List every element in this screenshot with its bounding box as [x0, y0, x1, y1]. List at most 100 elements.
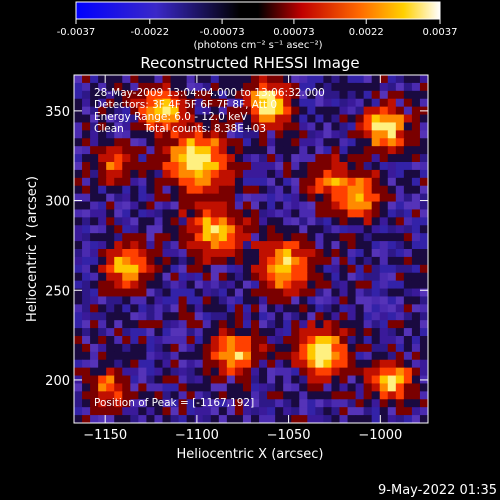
heatmap-cell [130, 343, 139, 353]
heatmap-cell [251, 288, 260, 298]
heatmap-cell [210, 264, 220, 274]
heatmap-cell [395, 193, 405, 203]
heatmap-cell [186, 130, 196, 139]
heatmap-cell [226, 114, 236, 124]
heatmap-cell [419, 351, 428, 361]
heatmap-cell [419, 304, 428, 313]
heatmap-cell [130, 375, 139, 385]
heatmap-cell [122, 162, 131, 171]
heatmap-cell [74, 98, 83, 108]
heatmap-cell [355, 185, 365, 195]
heatmap-cell [162, 415, 172, 423]
heatmap-cell [339, 312, 349, 321]
heatmap-cell [226, 193, 236, 203]
heatmap-cell [259, 343, 268, 353]
heatmap-cell [403, 201, 413, 211]
heatmap-cell [242, 98, 252, 108]
heatmap-cell [339, 288, 349, 298]
heatmap-cell [82, 367, 91, 377]
heatmap-cell [411, 383, 421, 392]
heatmap-cell [387, 296, 397, 305]
heatmap-cell [242, 296, 252, 305]
heatmap-cell [186, 241, 196, 250]
heatmap-cell [130, 336, 139, 345]
heatmap-cell [275, 106, 284, 116]
heatmap-cell [387, 177, 397, 187]
heatmap-cell [218, 154, 228, 163]
heatmap-cell [251, 328, 260, 337]
heatmap-cell [162, 130, 172, 139]
heatmap-cell [339, 241, 349, 250]
heatmap-cell [90, 264, 99, 274]
heatmap-cell [275, 415, 284, 423]
heatmap-cell [194, 138, 204, 147]
heatmap-cell [259, 264, 268, 274]
heatmap-cell [291, 391, 300, 400]
heatmap-cell [122, 343, 131, 353]
heatmap-cell [267, 130, 276, 139]
heatmap-cell [307, 296, 316, 305]
heatmap-cell [210, 256, 220, 266]
heatmap-cell [162, 343, 172, 353]
heatmap-cell [379, 328, 389, 337]
heatmap-cell [403, 264, 413, 274]
heatmap-cell [411, 209, 421, 218]
heatmap-cell [339, 351, 349, 361]
heatmap-cell [226, 233, 236, 242]
heatmap-cell [106, 383, 115, 392]
heatmap-cell [339, 209, 349, 218]
heatmap-cell [387, 280, 397, 290]
heatmap-cell [186, 185, 196, 195]
heatmap-cell [170, 320, 180, 329]
heatmap-cell [122, 328, 131, 337]
heatmap-cell [202, 217, 212, 226]
heatmap-cell [98, 98, 107, 108]
heatmap-cell [170, 296, 180, 305]
heatmap-cell [371, 359, 381, 369]
heatmap-cell [259, 336, 268, 345]
heatmap-cell [419, 280, 428, 290]
heatmap-cell [267, 177, 276, 187]
heatmap-cell [331, 106, 341, 116]
heatmap-cell [202, 328, 212, 337]
heatmap-cell [186, 320, 196, 329]
heatmap-cell [371, 138, 381, 147]
heatmap-cell [283, 272, 292, 282]
heatmap-cell [291, 138, 300, 147]
heatmap-cell [395, 312, 405, 321]
heatmap-cell [299, 90, 308, 100]
heatmap-cell [194, 169, 204, 179]
heatmap-cell [419, 201, 428, 211]
heatmap-cell [194, 98, 204, 108]
heatmap-cell [331, 75, 341, 84]
heatmap-cell [379, 359, 389, 369]
heatmap-cell [170, 399, 180, 408]
heatmap-cell [363, 146, 373, 155]
heatmap-cell [242, 106, 252, 116]
heatmap-cell [395, 343, 405, 353]
heatmap-cell [114, 217, 123, 226]
heatmap-cell [234, 162, 244, 171]
heatmap-cell [275, 169, 284, 179]
heatmap-cell [234, 336, 244, 345]
heatmap-cell [251, 177, 260, 187]
heatmap-cell [347, 154, 357, 163]
heatmap-cell [419, 343, 428, 353]
heatmap-cell [411, 280, 421, 290]
heatmap-cell [411, 106, 421, 116]
heatmap-cell [154, 367, 164, 377]
heatmap-cell [419, 209, 428, 218]
heatmap-cell [242, 241, 252, 250]
heatmap-cell [379, 106, 389, 116]
heatmap-cell [339, 256, 349, 266]
heatmap-cell [202, 249, 212, 258]
heatmap-cell [130, 82, 139, 92]
heatmap-cell [363, 288, 373, 298]
heatmap-cell [419, 415, 428, 423]
heatmap-cell [299, 272, 308, 282]
heatmap-cell [114, 351, 123, 361]
heatmap-cell [339, 359, 349, 369]
heatmap-cell [339, 185, 349, 195]
heatmap-cell [154, 407, 164, 416]
heatmap-cell [114, 383, 123, 392]
